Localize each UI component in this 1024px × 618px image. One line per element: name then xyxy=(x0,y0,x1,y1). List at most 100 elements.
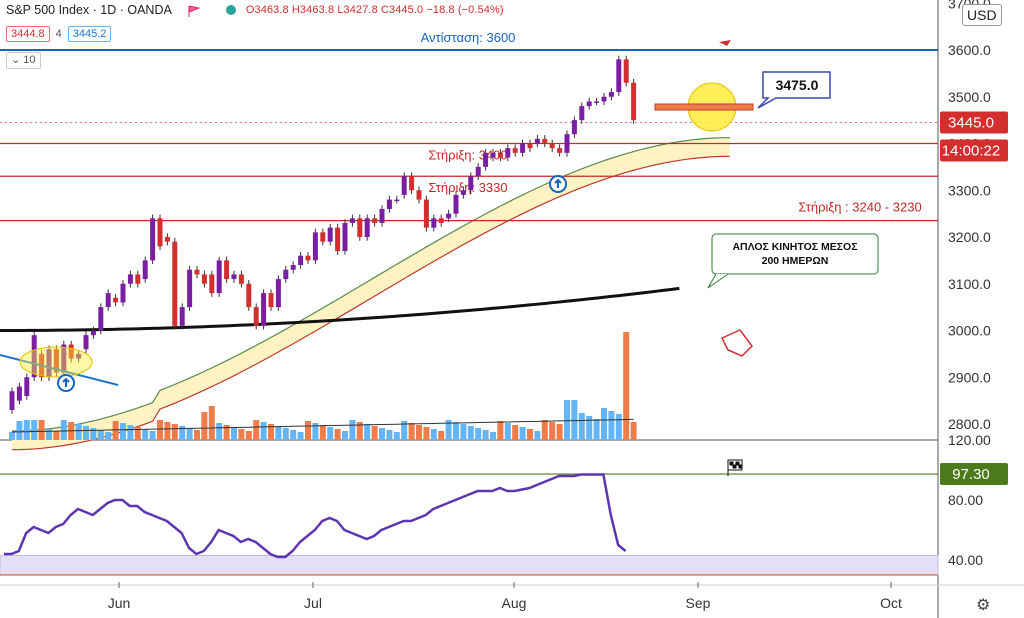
candle-body xyxy=(549,143,555,149)
candle-body xyxy=(187,269,193,308)
settings-gear-icon[interactable]: ⚙ xyxy=(976,597,991,614)
price-tick-label: 3200.0 xyxy=(948,229,991,245)
volume-bar xyxy=(90,428,97,440)
volume-bar xyxy=(53,431,60,440)
candle-body xyxy=(601,96,607,102)
candle-body xyxy=(275,279,281,308)
volume-bar xyxy=(549,422,556,440)
hand-pointer-icon xyxy=(720,329,753,357)
rsi-value-badge: 97.30 xyxy=(952,466,990,483)
volume-bar xyxy=(23,420,30,440)
candle-body xyxy=(150,218,156,261)
time-tick-label: Jul xyxy=(304,595,322,611)
volume-bar xyxy=(305,421,311,440)
volume-bar xyxy=(245,431,252,440)
volume-bar xyxy=(460,424,467,440)
candle-body xyxy=(157,218,163,247)
candle-body xyxy=(586,101,592,107)
volume-bar xyxy=(46,429,52,440)
candle-body xyxy=(113,297,119,303)
rsi-line xyxy=(4,473,627,559)
callout-price-text: 3475.0 xyxy=(776,77,819,93)
candle-body xyxy=(631,82,637,121)
candle-body xyxy=(53,349,59,373)
candle-body xyxy=(9,391,15,410)
candle-body xyxy=(608,92,614,97)
volume-bar xyxy=(453,422,459,440)
candle-body xyxy=(386,199,392,209)
rsi-tick-label: 80.00 xyxy=(948,492,983,508)
arrow-up-glyph xyxy=(554,178,562,188)
currency-button[interactable]: USD xyxy=(962,4,1002,26)
volume-bar xyxy=(371,426,378,440)
volume-bar xyxy=(571,400,578,440)
candle-body xyxy=(90,330,96,336)
candle-body xyxy=(460,190,466,195)
volume-bar xyxy=(171,424,178,440)
volume-bar xyxy=(512,425,519,440)
price-marker xyxy=(654,103,754,111)
volume-bar xyxy=(112,421,119,440)
candle-body xyxy=(105,293,111,308)
price-tick-label: 3600.0 xyxy=(948,42,991,58)
volume-bar xyxy=(216,423,223,440)
time-tick-label: Sep xyxy=(686,595,711,611)
arrow-up-glyph xyxy=(62,377,70,387)
flag-icon[interactable] xyxy=(188,5,201,17)
candle-body xyxy=(512,148,518,153)
candle-body xyxy=(342,222,348,252)
volume-bar xyxy=(83,426,89,440)
price-tick-label: 3100.0 xyxy=(948,276,991,292)
checkered-flag-pattern xyxy=(727,460,742,476)
candle-body xyxy=(571,120,577,135)
candle-body xyxy=(261,293,267,326)
candle-body xyxy=(61,344,67,373)
price-tick-label: 2800.0 xyxy=(948,416,991,432)
ask-price[interactable]: 3445.2 xyxy=(67,26,112,42)
countdown-badge-bg xyxy=(940,139,1008,162)
volume-bar xyxy=(445,420,452,440)
volume-bar xyxy=(504,423,511,440)
candle-body xyxy=(409,176,415,191)
level-label: Αντίσταση: 3600 xyxy=(421,30,516,45)
candle-body xyxy=(135,274,141,284)
volume-bar xyxy=(319,425,326,440)
volume-bar xyxy=(416,425,422,440)
volume-bar xyxy=(223,425,230,440)
candle-body xyxy=(283,269,289,280)
volume-bar xyxy=(386,430,393,440)
candle-body xyxy=(431,218,437,228)
volume-bar xyxy=(623,332,630,440)
candle-body xyxy=(423,199,429,228)
spread: 4 xyxy=(55,28,62,40)
bid-price[interactable]: 3444.8 xyxy=(6,26,50,42)
candle-body xyxy=(446,213,452,219)
candle-body xyxy=(527,143,533,149)
volume-bar xyxy=(282,428,289,440)
candle-body xyxy=(483,152,489,167)
rsi-tick-label: 40.00 xyxy=(948,552,983,568)
chart-legend: S&P 500 Index · 1D · OANDA O3463.8 H3463… xyxy=(6,3,504,17)
interval-input[interactable]: ⌄ 10 xyxy=(6,52,41,69)
volume-bar xyxy=(556,424,563,440)
volume-bar xyxy=(527,429,533,440)
candle-body xyxy=(438,218,444,223)
volume-bar xyxy=(142,429,149,440)
candle-body xyxy=(579,106,585,121)
symbol-title[interactable]: S&P 500 Index · 1D · OANDA xyxy=(6,3,172,17)
candle-body xyxy=(349,218,355,223)
volume-bar xyxy=(60,420,67,440)
candle-body xyxy=(305,255,311,261)
candle-body xyxy=(394,199,400,202)
candle-body xyxy=(497,152,503,158)
candle-body xyxy=(290,265,296,270)
candle-body xyxy=(623,59,629,83)
volume-bar xyxy=(208,406,215,440)
ma-callout-box xyxy=(711,233,879,275)
candle-body xyxy=(416,190,422,200)
trend-line xyxy=(0,354,119,386)
volume-bar xyxy=(268,424,274,440)
time-tick-label: Aug xyxy=(502,595,527,611)
interval-value: 10 xyxy=(23,54,36,66)
